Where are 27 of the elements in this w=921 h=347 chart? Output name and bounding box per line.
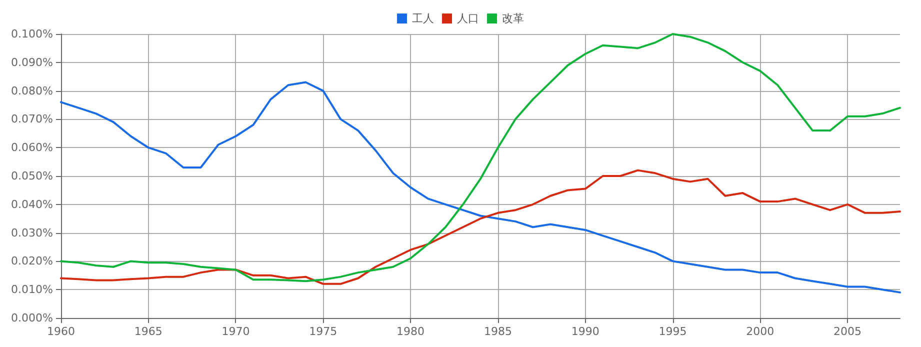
y-tick-label: 0.050% bbox=[10, 170, 53, 182]
y-tick-label: 0.070% bbox=[10, 112, 53, 126]
x-tick-label: 1985 bbox=[484, 325, 512, 338]
x-tick-label: 1970 bbox=[222, 325, 250, 338]
y-tick-label: 0.000% bbox=[10, 312, 53, 324]
y-tick-label: 0.040% bbox=[10, 198, 53, 211]
x-tick-label: 1975 bbox=[309, 325, 338, 338]
y-tick-label: 0.060% bbox=[10, 141, 53, 154]
legend-label: 人口 bbox=[457, 12, 479, 25]
x-tick-label: 1995 bbox=[658, 325, 687, 338]
x-tick-label: 1980 bbox=[396, 325, 425, 338]
y-tick-label: 0.020% bbox=[10, 254, 53, 268]
line-series bbox=[60, 169, 901, 285]
legend-label: 工人 bbox=[412, 12, 434, 25]
y-tick-label: 0.030% bbox=[10, 226, 53, 240]
x-tick-label: 2005 bbox=[834, 325, 862, 338]
x-tick-label: 1960 bbox=[46, 325, 75, 338]
y-tick-label: 0.010% bbox=[10, 283, 53, 296]
x-tick-label: 1990 bbox=[571, 325, 600, 338]
y-tick-label: 0.100% bbox=[10, 28, 53, 40]
line-series bbox=[60, 33, 901, 282]
line-series bbox=[60, 81, 901, 294]
x-tick-label: 2000 bbox=[746, 325, 774, 338]
legend-label: 改革 bbox=[502, 12, 524, 25]
y-tick-label: 0.090% bbox=[10, 56, 53, 69]
x-tick-label: 1965 bbox=[134, 325, 162, 338]
y-tick-label: 0.080% bbox=[10, 84, 53, 98]
